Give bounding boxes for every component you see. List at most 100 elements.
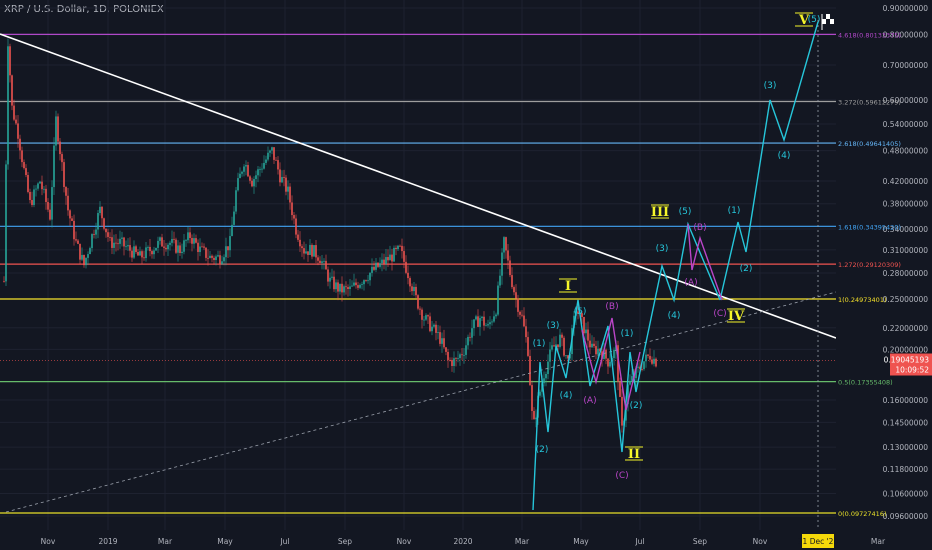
candle-body [299, 239, 301, 247]
candle-body [69, 210, 71, 219]
candle-body [339, 283, 341, 292]
candle-body [469, 336, 471, 338]
candle-body [147, 246, 149, 248]
time-tick-label: Sep [693, 537, 707, 546]
candle-body [603, 349, 605, 360]
candle-body [15, 119, 17, 124]
candle-body [47, 202, 49, 210]
candle-body [461, 354, 463, 356]
candle-body [485, 325, 487, 327]
candle-body [133, 246, 135, 258]
candle-body [183, 240, 185, 252]
candle-body [381, 259, 383, 264]
candle-body [225, 246, 227, 258]
candle-body [263, 162, 265, 169]
candle-body [347, 287, 349, 290]
candle-body [165, 247, 167, 250]
candle-body [37, 183, 39, 189]
candle-body [553, 345, 555, 347]
wave-label-cyan: (4) [668, 311, 681, 321]
candle-body [61, 154, 63, 163]
candle-body [283, 177, 285, 178]
candle-body [607, 358, 609, 367]
candle-body [337, 282, 339, 292]
wave-label-cyan: (5) [574, 307, 587, 317]
time-tick-label: Mar [515, 537, 530, 546]
candle-body [589, 340, 591, 348]
wave-label-cyan: (3) [547, 321, 560, 331]
wave-label-cyan: (4) [778, 151, 791, 161]
candle-body [255, 175, 257, 180]
candle-body [529, 355, 531, 386]
candle-body [143, 257, 145, 259]
candle-body [207, 257, 209, 259]
wave-label-magenta: (B) [605, 302, 618, 312]
time-axis[interactable]: Nov 2019 Mar May Jul Sep Nov 2020 Mar May Jul Sep No… [0, 530, 932, 550]
candle-body [251, 180, 253, 187]
candle-body [617, 345, 619, 382]
candle-body [621, 396, 623, 426]
target-flag [821, 14, 834, 30]
candle-body [219, 255, 221, 265]
candle-body [363, 280, 365, 285]
candle-body [107, 232, 109, 237]
candle-body [465, 345, 467, 355]
candle-body [559, 334, 561, 347]
candle-body [81, 255, 83, 260]
current-price-value: 0.19045193 [884, 356, 930, 365]
candle-body [319, 260, 321, 263]
wave-label-cyan: (2) [740, 264, 753, 274]
candle-body [155, 247, 157, 251]
candle-body [613, 349, 615, 359]
candle-body [639, 366, 641, 370]
candle-body [105, 228, 107, 233]
candle-body [561, 334, 563, 338]
candle-body [583, 316, 585, 334]
candle-body [403, 251, 405, 262]
candle-body [119, 238, 121, 244]
candle-body [233, 211, 235, 225]
candle-body [227, 246, 229, 251]
candle-body [309, 244, 311, 255]
candle-body [493, 316, 495, 322]
price-tick-label: 0.11800000 [883, 465, 929, 474]
candle-body [55, 116, 57, 146]
time-tick-label: Jul [634, 537, 644, 546]
candle-body [193, 238, 195, 244]
candle-body [519, 311, 521, 315]
candlestick-series [3, 38, 657, 433]
candle-body [189, 232, 191, 238]
candle-body [369, 272, 371, 281]
candle-body [17, 123, 19, 139]
candle-body [303, 248, 305, 254]
wave-projection-paths[interactable] [532, 21, 819, 511]
price-axis[interactable]: 0.90000000 0.80000000 0.70000000 0.60000000… [836, 0, 932, 550]
time-tick-label: Sep [338, 537, 352, 546]
candle-body [351, 285, 353, 287]
candle-body [83, 255, 85, 266]
candle-body [13, 105, 15, 120]
candle-body [51, 187, 53, 220]
candle-body [641, 369, 643, 370]
candle-body [265, 159, 267, 163]
candle-body [247, 165, 249, 177]
candle-body [539, 391, 541, 396]
candle-body [93, 234, 95, 235]
candle-body [163, 246, 165, 248]
candle-body [373, 266, 375, 270]
candle-body [471, 328, 473, 338]
trend-lines[interactable] [0, 20, 837, 530]
candle-body [391, 254, 393, 262]
candle-body [127, 245, 129, 247]
candle-body [109, 236, 111, 238]
candle-body [625, 404, 627, 421]
candle-body [419, 308, 421, 310]
candle-body [121, 237, 123, 239]
candle-body [383, 259, 385, 264]
candle-body [475, 316, 477, 320]
time-tick-label: Nov [41, 537, 56, 546]
candle-body [389, 254, 391, 261]
candle-body [259, 168, 261, 170]
wave-label-yellow-text: III [651, 205, 669, 220]
